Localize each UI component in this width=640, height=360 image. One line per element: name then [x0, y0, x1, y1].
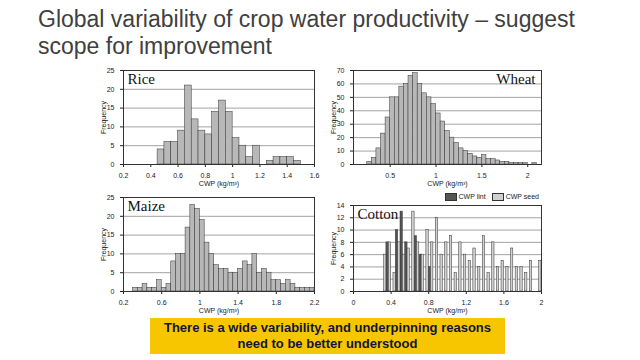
svg-text:1: 1 [231, 172, 235, 179]
svg-text:25: 25 [107, 194, 115, 201]
svg-text:CWP (kg/m³): CWP (kg/m³) [199, 180, 239, 188]
svg-text:1.5: 1.5 [477, 172, 487, 179]
svg-text:40: 40 [337, 107, 345, 114]
svg-text:1: 1 [198, 299, 202, 306]
svg-text:0: 0 [111, 161, 115, 168]
svg-text:12: 12 [337, 214, 345, 221]
svg-text:60: 60 [337, 80, 345, 87]
svg-text:0: 0 [111, 288, 115, 295]
svg-text:CWP (kg/m³): CWP (kg/m³) [427, 180, 467, 188]
svg-text:15: 15 [107, 231, 115, 238]
svg-text:2: 2 [540, 299, 544, 306]
svg-text:0.6: 0.6 [173, 172, 183, 179]
svg-text:0: 0 [352, 299, 356, 306]
svg-text:0: 0 [341, 161, 345, 168]
svg-text:0.4: 0.4 [146, 172, 156, 179]
html-text:There is a wide variability, a: There is a wide variability, and underpi… [164, 320, 491, 351]
svg-text:20: 20 [107, 86, 115, 93]
svg-text:Cotton: Cotton [358, 206, 399, 222]
svg-text:1: 1 [434, 172, 438, 179]
svg-text:10: 10 [337, 226, 345, 233]
svg-text:15: 15 [107, 104, 115, 111]
svg-text:Maize: Maize [128, 198, 166, 214]
svg-text:4: 4 [341, 263, 345, 270]
svg-text:0.5: 0.5 [385, 172, 395, 179]
svg-text:0.8: 0.8 [424, 299, 434, 306]
svg-text:10: 10 [337, 147, 345, 154]
html-text:CWP lint: CWP lint [458, 193, 486, 200]
svg-text:1.2: 1.2 [461, 299, 471, 306]
svg-text:10: 10 [107, 123, 115, 130]
svg-text:0.8: 0.8 [200, 172, 210, 179]
svg-text:30: 30 [337, 120, 345, 127]
svg-text:8: 8 [341, 239, 345, 246]
svg-text:0: 0 [341, 288, 345, 295]
svg-text:CWP (kg/m³): CWP (kg/m³) [199, 307, 239, 315]
html-text:CWP seed: CWP seed [505, 193, 539, 200]
svg-text:Frequency: Frequency [100, 227, 108, 261]
svg-text:0.2: 0.2 [119, 172, 129, 179]
svg-text:1.2: 1.2 [255, 172, 265, 179]
svg-text:Frequency: Frequency [330, 100, 338, 134]
svg-text:2: 2 [526, 172, 530, 179]
svg-text:0.6: 0.6 [157, 299, 167, 306]
svg-text:6: 6 [341, 251, 345, 258]
svg-text:Frequency: Frequency [100, 100, 108, 134]
svg-text:1.4: 1.4 [282, 172, 292, 179]
svg-text:1.4: 1.4 [233, 299, 243, 306]
svg-text:25: 25 [107, 67, 115, 74]
svg-text:Rice: Rice [128, 71, 156, 87]
html-text:Global variability of crop wat: Global variability of crop water product… [38, 6, 575, 59]
svg-text:70: 70 [337, 67, 345, 74]
svg-text:2: 2 [341, 275, 345, 282]
svg-text:10: 10 [107, 250, 115, 257]
svg-text:CWP (kg/m³): CWP (kg/m³) [427, 307, 467, 315]
svg-text:5: 5 [111, 142, 115, 149]
svg-text:20: 20 [107, 213, 115, 220]
svg-text:20: 20 [337, 134, 345, 141]
svg-text:Frequency: Frequency [330, 231, 338, 265]
svg-text:1.8: 1.8 [271, 299, 281, 306]
svg-text:2.2: 2.2 [310, 299, 320, 306]
svg-text:5: 5 [111, 269, 115, 276]
svg-text:14: 14 [337, 202, 345, 209]
svg-text:1.6: 1.6 [310, 172, 320, 179]
svg-text:1.6: 1.6 [499, 299, 509, 306]
svg-text:Wheat: Wheat [496, 71, 536, 87]
svg-text:50: 50 [337, 94, 345, 101]
svg-text:0.4: 0.4 [386, 299, 396, 306]
svg-text:0.2: 0.2 [119, 299, 129, 306]
